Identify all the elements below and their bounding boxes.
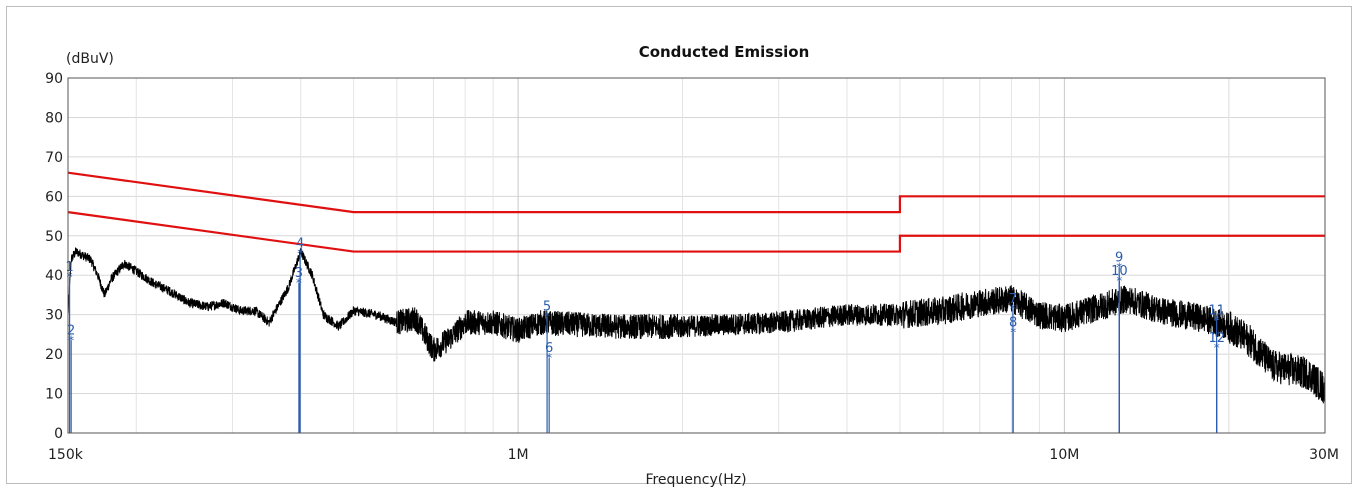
y-tick-label: 70	[45, 150, 63, 166]
y-tick-label: 60	[45, 189, 63, 205]
chart-title: Conducted Emission	[639, 43, 810, 61]
marker-star: *	[1214, 314, 1220, 328]
y-tick-label: 50	[45, 229, 63, 245]
marker-star: *	[1116, 274, 1122, 288]
marker-star: *	[296, 276, 302, 290]
x-tick-label: 10M	[1049, 447, 1079, 463]
marker-star: *	[297, 247, 303, 261]
upper-limit-line	[67, 171, 1325, 214]
y-tick-label: 80	[45, 110, 63, 126]
marker-star: *	[1116, 260, 1122, 274]
y-tick-label: 20	[45, 347, 63, 363]
marker-label: 2	[67, 323, 75, 338]
y-axis-label: (dBuV)	[66, 51, 114, 67]
x-axis-label: Frequency(Hz)	[645, 472, 746, 488]
y-tick-label: 10	[45, 387, 63, 403]
marker-label: 12	[1208, 331, 1225, 346]
trace-line	[67, 247, 1326, 404]
marker-star: *	[68, 333, 74, 347]
marker-label: 7	[1009, 292, 1017, 307]
markers: *1*2*3*4*5*6*7*8*9*10*11*12	[65, 237, 1225, 433]
marker-star: *	[1010, 302, 1016, 316]
marker-label: 10	[1111, 264, 1128, 279]
x-tick-label: 150k	[48, 447, 84, 463]
marker-label: 4	[296, 237, 304, 252]
chart-frame	[6, 6, 1352, 484]
marker-label: 11	[1208, 304, 1225, 319]
lower-limit-line	[67, 211, 1325, 253]
marker-label: 5	[543, 300, 551, 315]
x-tick-label: 1M	[508, 447, 529, 463]
x-tick-labels: 150k 1M 10M 30M	[48, 447, 1339, 463]
y-tick-label: 40	[45, 268, 63, 284]
measurement-trace	[67, 247, 1326, 404]
marker-label: 3	[295, 266, 303, 281]
y-tick-label: 0	[54, 426, 63, 442]
limit-lines	[67, 171, 1325, 253]
x-tick-label: 30M	[1309, 447, 1339, 463]
marker-label: 6	[545, 341, 553, 356]
marker-label: 1	[65, 260, 73, 275]
marker-star: *	[1010, 325, 1016, 339]
y-tick-label: 30	[45, 308, 63, 324]
marker-star: *	[546, 351, 552, 365]
plot-area-border	[67, 77, 1326, 434]
marker-label: 8	[1009, 315, 1017, 330]
marker-star: *	[544, 310, 550, 324]
marker-label: 9	[1115, 250, 1123, 265]
grid	[68, 77, 1326, 434]
y-tick-label: 90	[45, 71, 63, 87]
y-tick-labels: 0 10 20 30 40 50 60 70 80 90	[45, 71, 63, 442]
marker-star: *	[67, 270, 73, 284]
marker-star: *	[1214, 341, 1220, 355]
